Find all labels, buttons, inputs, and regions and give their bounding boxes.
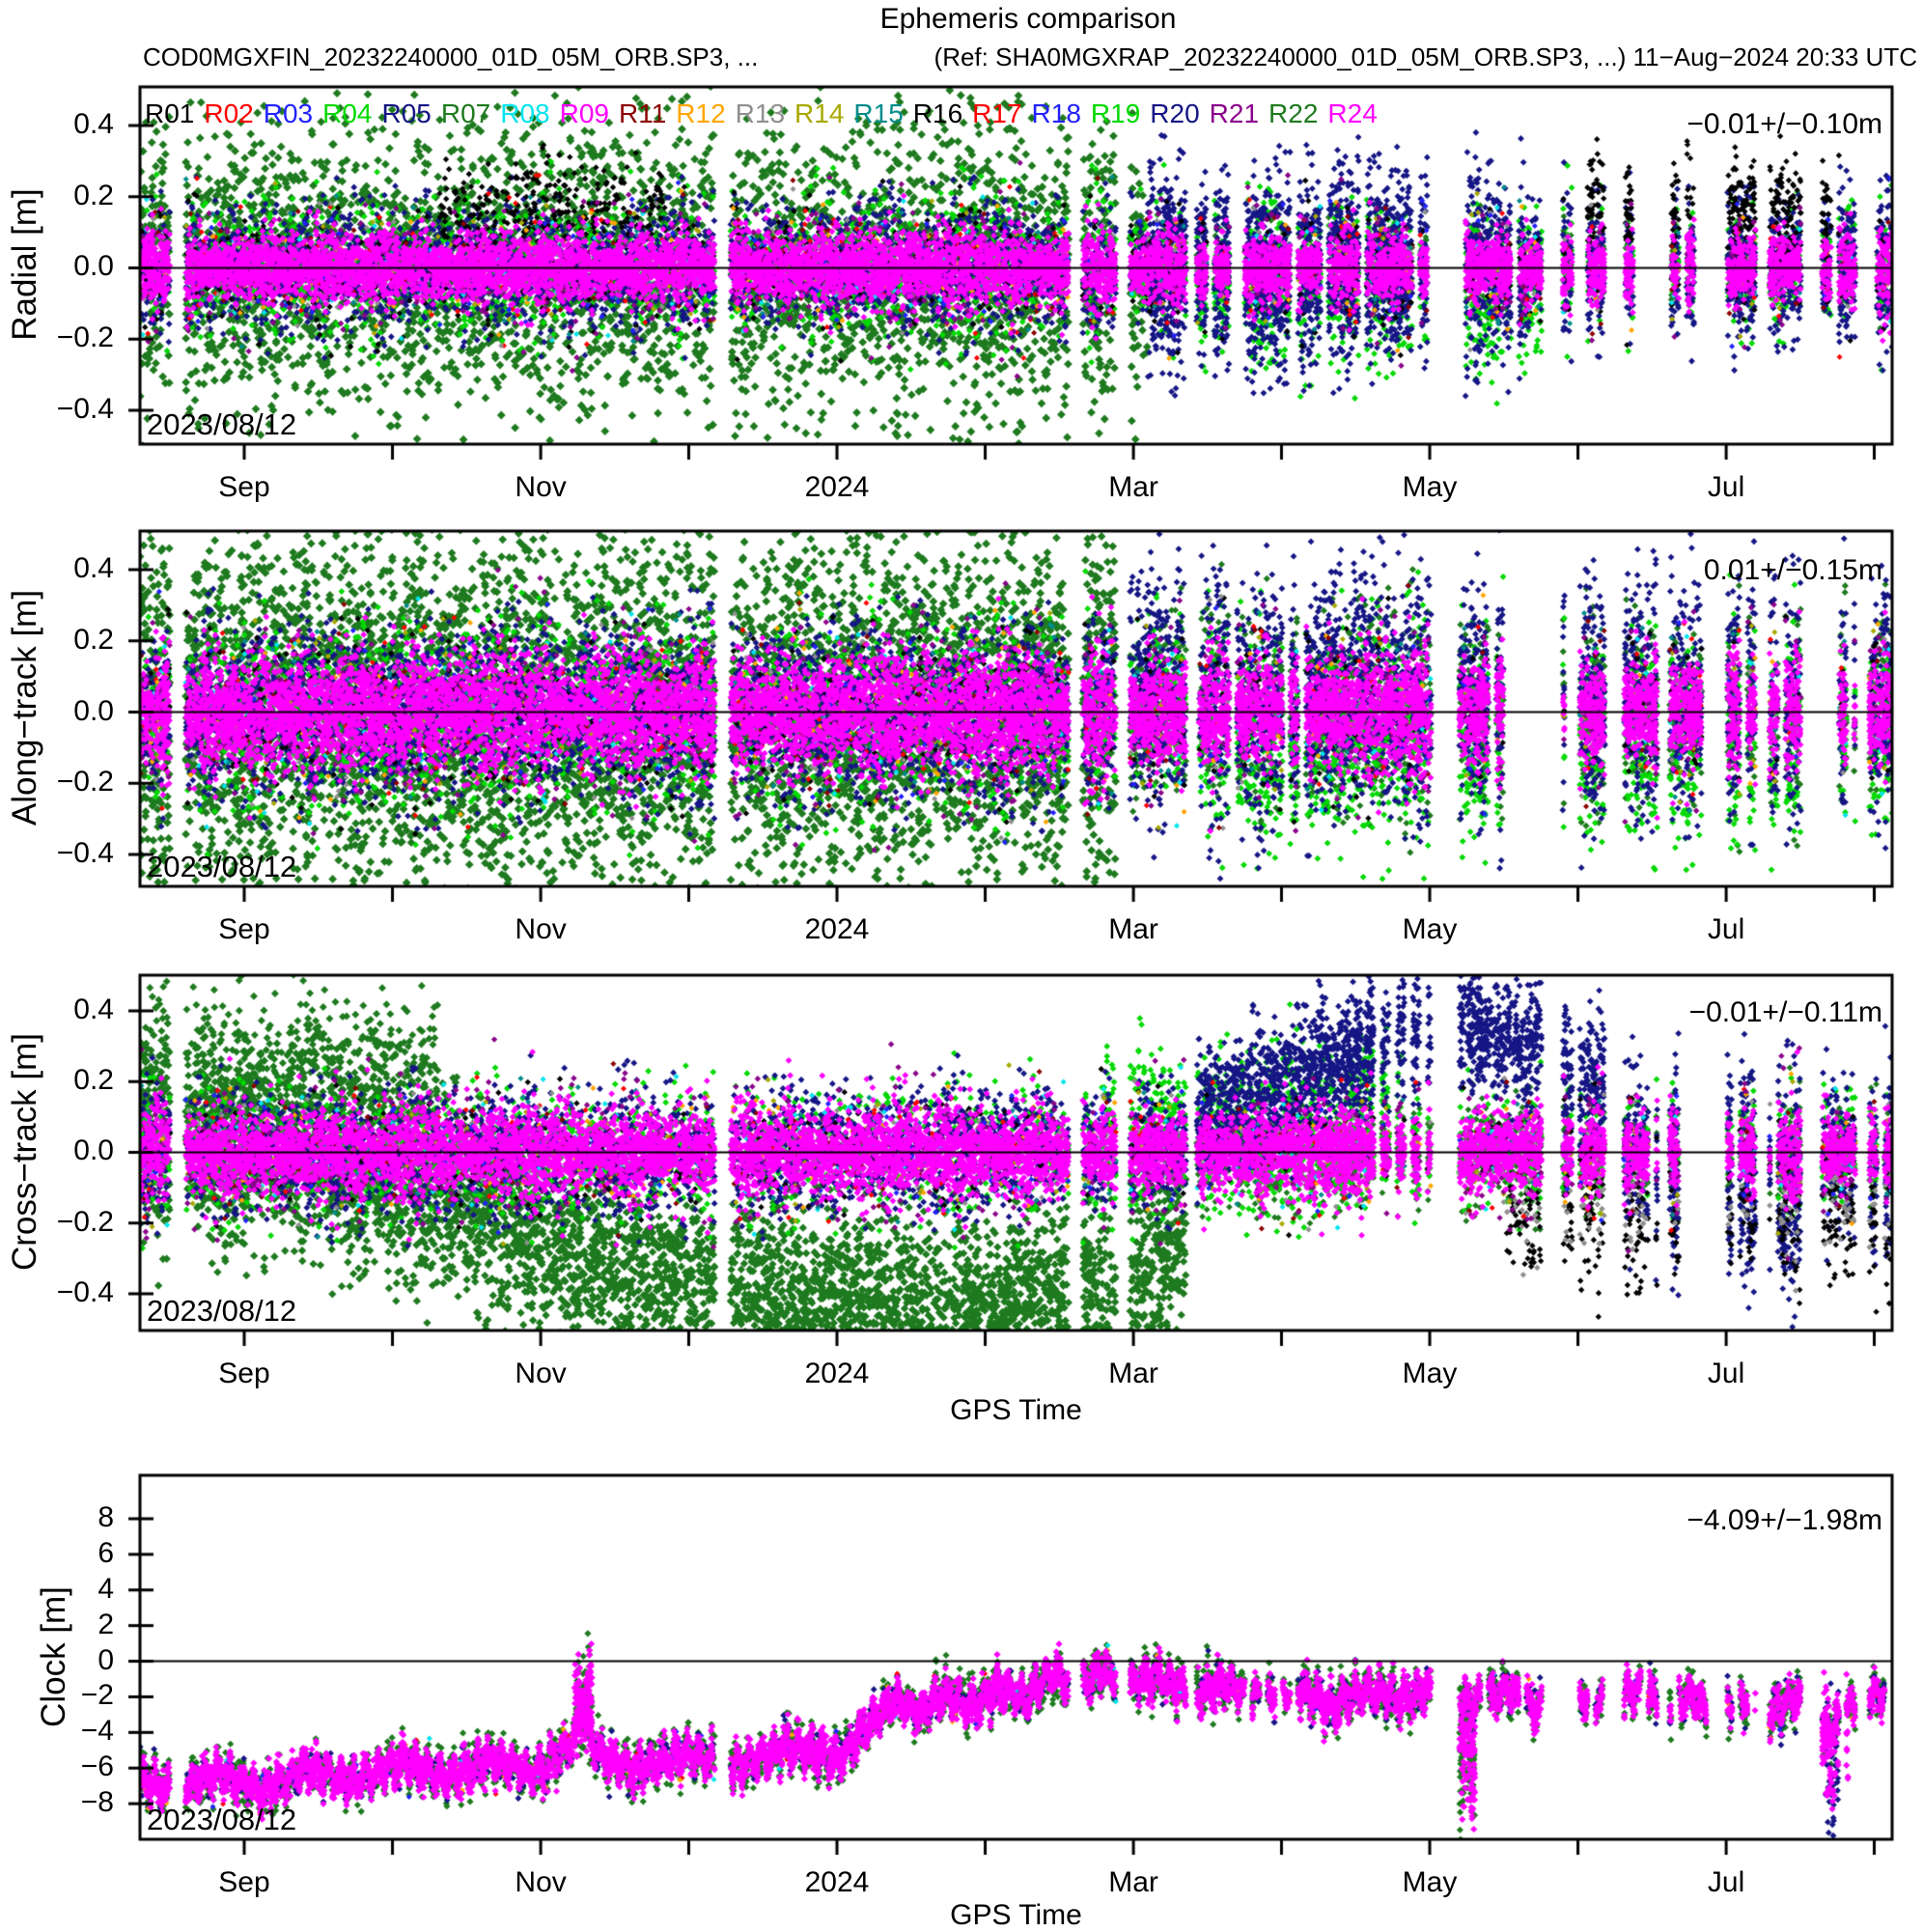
x-tick-clock-Nov: Nov (515, 1866, 567, 1898)
panel-date-radial: 2023/08/12 (147, 407, 297, 441)
y-tick-clock-−6: −6 (80, 1750, 114, 1783)
y-tick-along-−0.4: −0.4 (56, 836, 114, 869)
x-tick-clock-May: May (1402, 1866, 1458, 1898)
legend-item-R05: R05 (381, 98, 432, 128)
x-tick-along-Sep: Sep (218, 913, 270, 945)
y-tick-cross-−0.4: −0.4 (56, 1275, 114, 1308)
legend-item-R22: R22 (1268, 98, 1319, 128)
panel-stats-along: 0.01+/−0.15m (1703, 554, 1882, 586)
legend-item-R19: R19 (1090, 98, 1141, 128)
x-tick-along-2024: 2024 (804, 913, 870, 945)
y-tick-clock-0: 0 (98, 1643, 114, 1676)
legend-item-R17: R17 (972, 98, 1022, 128)
y-tick-clock-−8: −8 (80, 1786, 114, 1819)
x-tick-clock-2024: 2024 (804, 1866, 870, 1898)
x-axis-label-cross: GPS Time (950, 1394, 1082, 1426)
legend-item-R13: R13 (735, 98, 786, 128)
legend-item-R03: R03 (263, 98, 314, 128)
legend-item-R01: R01 (145, 98, 195, 128)
x-tick-along-Nov: Nov (515, 913, 567, 945)
y-tick-radial-−0.4: −0.4 (56, 392, 114, 425)
legend-item-R14: R14 (794, 98, 845, 128)
y-tick-clock-8: 8 (98, 1501, 114, 1533)
legend-item-R24: R24 (1327, 98, 1378, 128)
y-tick-along-0.0: 0.0 (73, 694, 114, 727)
legend-item-R02: R02 (204, 98, 254, 128)
panel-date-cross: 2023/08/12 (147, 1294, 297, 1328)
x-axis-label-clock: GPS Time (950, 1899, 1082, 1931)
legend-item-R11: R11 (619, 98, 667, 128)
y-tick-clock-−4: −4 (80, 1715, 114, 1748)
legend-item-R18: R18 (1031, 98, 1081, 128)
x-tick-radial-Mar: Mar (1108, 471, 1158, 503)
x-tick-cross-Sep: Sep (218, 1358, 270, 1389)
y-tick-cross-0.4: 0.4 (73, 993, 114, 1025)
panel-stats-radial: −0.01+/−0.10m (1686, 108, 1882, 140)
x-tick-radial-May: May (1402, 471, 1458, 503)
legend-item-R16: R16 (912, 98, 963, 128)
y-tick-radial-−0.2: −0.2 (56, 322, 114, 354)
y-tick-clock-−2: −2 (80, 1679, 114, 1712)
legend-item-R15: R15 (853, 98, 904, 128)
y-tick-along-0.2: 0.2 (73, 623, 114, 656)
satellite-legend: R01 R02 R03 R04 R05 R07 R08 R09 R11 R12 R13 R14 R15 R… (145, 98, 1387, 129)
x-tick-along-May: May (1402, 913, 1458, 945)
y-tick-along-0.4: 0.4 (73, 552, 114, 584)
x-tick-cross-May: May (1402, 1358, 1458, 1389)
y-tick-along-−0.2: −0.2 (56, 766, 114, 798)
legend-item-R08: R08 (500, 98, 550, 128)
panel-stats-cross: −0.01+/−0.11m (1688, 996, 1882, 1028)
panel-stats-clock: −4.09+/−1.98m (1686, 1504, 1882, 1536)
legend-item-R04: R04 (322, 98, 373, 128)
y-tick-cross-0.0: 0.0 (73, 1134, 114, 1167)
header-file-left: COD0MGXFIN_20232240000_01D_05M_ORB.SP3, … (143, 42, 759, 71)
x-tick-clock-Jul: Jul (1707, 1866, 1745, 1898)
figure-title: Ephemeris comparison (879, 3, 1177, 35)
panel-date-clock: 2023/08/12 (147, 1803, 297, 1836)
x-tick-radial-Jul: Jul (1707, 471, 1745, 503)
x-tick-cross-Mar: Mar (1108, 1358, 1158, 1389)
legend-item-R09: R09 (559, 98, 609, 128)
x-tick-cross-Nov: Nov (515, 1358, 567, 1389)
legend-item-R20: R20 (1150, 98, 1200, 128)
x-tick-radial-2024: 2024 (804, 471, 870, 503)
legend-item-R12: R12 (676, 98, 726, 128)
x-tick-along-Jul: Jul (1707, 913, 1745, 945)
y-tick-radial-0.4: 0.4 (73, 108, 114, 140)
x-tick-radial-Nov: Nov (515, 471, 567, 503)
panel-date-along: 2023/08/12 (147, 850, 297, 883)
y-tick-cross-0.2: 0.2 (73, 1064, 114, 1097)
legend-item-R21: R21 (1209, 98, 1260, 128)
y-tick-clock-6: 6 (98, 1536, 114, 1569)
x-tick-along-Mar: Mar (1108, 913, 1158, 945)
y-tick-radial-0.0: 0.0 (73, 250, 114, 283)
x-tick-clock-Mar: Mar (1108, 1866, 1158, 1898)
header-file-right: (Ref: SHA0MGXRAP_20232240000_01D_05M_ORB… (934, 42, 1917, 71)
y-tick-clock-2: 2 (98, 1608, 114, 1640)
legend-item-R07: R07 (440, 98, 491, 128)
x-tick-clock-Sep: Sep (218, 1866, 270, 1898)
x-tick-cross-2024: 2024 (804, 1358, 870, 1389)
x-tick-radial-Sep: Sep (218, 471, 270, 503)
y-tick-cross-−0.2: −0.2 (56, 1205, 114, 1238)
y-tick-radial-0.2: 0.2 (73, 179, 114, 211)
y-tick-clock-4: 4 (98, 1572, 114, 1605)
x-tick-cross-Jul: Jul (1707, 1358, 1745, 1389)
